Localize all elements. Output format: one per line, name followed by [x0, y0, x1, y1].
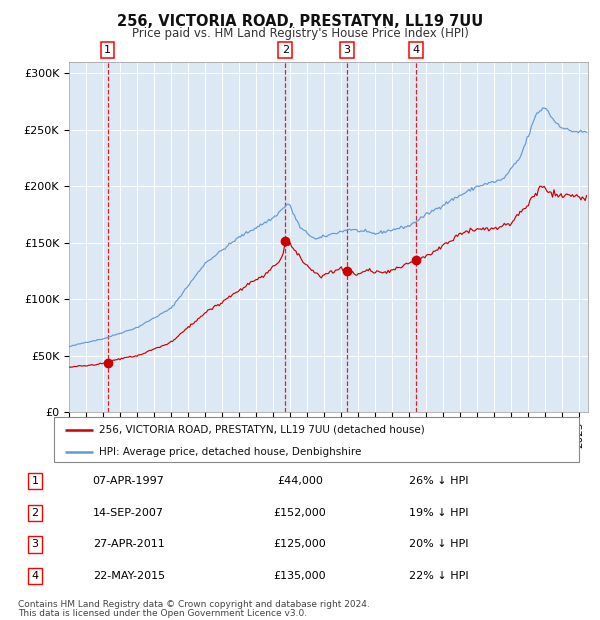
Text: 20% ↓ HPI: 20% ↓ HPI	[409, 539, 469, 549]
Text: 4: 4	[412, 45, 419, 55]
Text: £44,000: £44,000	[277, 476, 323, 486]
Text: £135,000: £135,000	[274, 571, 326, 581]
Text: 27-APR-2011: 27-APR-2011	[92, 539, 164, 549]
Text: Contains HM Land Registry data © Crown copyright and database right 2024.: Contains HM Land Registry data © Crown c…	[18, 600, 370, 609]
Text: 2: 2	[31, 508, 38, 518]
Text: 07-APR-1997: 07-APR-1997	[92, 476, 164, 486]
Text: 3: 3	[32, 539, 38, 549]
Text: 22% ↓ HPI: 22% ↓ HPI	[409, 571, 469, 581]
Text: Price paid vs. HM Land Registry's House Price Index (HPI): Price paid vs. HM Land Registry's House …	[131, 27, 469, 40]
Text: 256, VICTORIA ROAD, PRESTATYN, LL19 7UU: 256, VICTORIA ROAD, PRESTATYN, LL19 7UU	[117, 14, 483, 29]
FancyBboxPatch shape	[54, 417, 579, 462]
Text: 2: 2	[282, 45, 289, 55]
Text: £125,000: £125,000	[274, 539, 326, 549]
Text: £152,000: £152,000	[274, 508, 326, 518]
Text: 1: 1	[32, 476, 38, 486]
Text: 256, VICTORIA ROAD, PRESTATYN, LL19 7UU (detached house): 256, VICTORIA ROAD, PRESTATYN, LL19 7UU …	[98, 425, 424, 435]
Text: HPI: Average price, detached house, Denbighshire: HPI: Average price, detached house, Denb…	[98, 447, 361, 457]
Text: This data is licensed under the Open Government Licence v3.0.: This data is licensed under the Open Gov…	[18, 609, 307, 618]
Text: 19% ↓ HPI: 19% ↓ HPI	[409, 508, 469, 518]
Text: 1: 1	[104, 45, 111, 55]
Text: 26% ↓ HPI: 26% ↓ HPI	[409, 476, 469, 486]
Text: 22-MAY-2015: 22-MAY-2015	[92, 571, 165, 581]
Text: 14-SEP-2007: 14-SEP-2007	[92, 508, 164, 518]
Text: 4: 4	[31, 571, 38, 581]
Text: 3: 3	[343, 45, 350, 55]
